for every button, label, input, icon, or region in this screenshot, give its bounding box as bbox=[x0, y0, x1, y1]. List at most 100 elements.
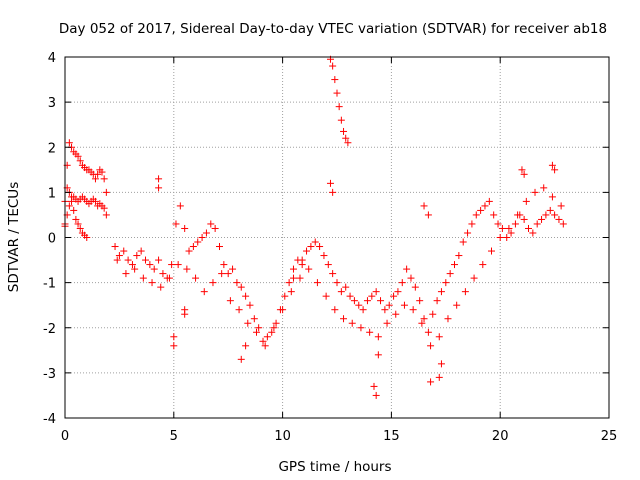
data-point bbox=[235, 306, 243, 314]
x-axis-label: GPS time / hours bbox=[278, 459, 391, 475]
data-point bbox=[242, 292, 250, 300]
data-point bbox=[329, 270, 337, 278]
data-point bbox=[176, 202, 184, 210]
data-point bbox=[242, 342, 250, 350]
data-point bbox=[215, 243, 223, 251]
data-point bbox=[237, 283, 245, 291]
data-point bbox=[326, 179, 334, 187]
data-point bbox=[374, 333, 382, 341]
data-point bbox=[261, 342, 269, 350]
data-point bbox=[74, 220, 82, 228]
data-point bbox=[139, 274, 147, 282]
data-point bbox=[124, 256, 132, 264]
data-point bbox=[133, 252, 141, 260]
data-point bbox=[453, 301, 461, 309]
data-point bbox=[91, 175, 99, 183]
data-point bbox=[370, 382, 378, 390]
data-point bbox=[279, 306, 287, 314]
data-point bbox=[427, 342, 435, 350]
data-point bbox=[83, 234, 91, 241]
series-spike-near-12h bbox=[326, 55, 352, 147]
data-point bbox=[320, 252, 328, 260]
data-point bbox=[65, 139, 73, 147]
data-point bbox=[100, 175, 108, 183]
x-tick-label: 15 bbox=[383, 429, 400, 444]
data-point bbox=[226, 297, 234, 305]
data-point bbox=[137, 247, 145, 255]
data-point bbox=[359, 306, 367, 314]
data-point bbox=[344, 139, 352, 147]
data-point bbox=[435, 333, 443, 341]
data-point bbox=[357, 324, 365, 332]
data-point bbox=[168, 261, 176, 269]
y-tick-label: -2 bbox=[43, 322, 56, 337]
data-point bbox=[120, 247, 128, 255]
data-points bbox=[61, 55, 567, 399]
data-point bbox=[368, 292, 376, 300]
data-point bbox=[72, 215, 80, 223]
data-point bbox=[392, 310, 400, 318]
data-point bbox=[74, 152, 82, 160]
data-point bbox=[170, 342, 178, 350]
data-point bbox=[150, 265, 158, 273]
data-point bbox=[333, 279, 341, 287]
data-point bbox=[416, 297, 424, 305]
x-tick-label: 0 bbox=[61, 429, 69, 444]
data-point bbox=[348, 319, 356, 327]
data-point bbox=[263, 333, 271, 341]
data-point bbox=[211, 224, 219, 232]
data-point bbox=[337, 288, 345, 296]
data-point bbox=[470, 274, 478, 282]
data-point bbox=[490, 211, 498, 219]
data-point bbox=[377, 297, 385, 305]
data-point bbox=[289, 265, 297, 273]
data-point bbox=[111, 243, 119, 251]
data-point bbox=[372, 288, 380, 296]
data-point bbox=[381, 306, 389, 314]
data-point bbox=[346, 292, 354, 300]
data-point bbox=[131, 265, 139, 273]
data-point bbox=[76, 157, 84, 165]
x-tick-label: 5 bbox=[170, 429, 178, 444]
data-point bbox=[520, 215, 528, 223]
data-point bbox=[246, 301, 254, 309]
data-point bbox=[289, 274, 297, 282]
series-scattered-points bbox=[155, 161, 559, 399]
data-point bbox=[546, 206, 554, 214]
y-tick-label: -4 bbox=[43, 412, 56, 427]
data-point bbox=[229, 265, 237, 273]
data-point bbox=[322, 292, 330, 300]
chart-title: Day 052 of 2017, Sidereal Day-to-day VTE… bbox=[59, 21, 607, 37]
data-point bbox=[446, 270, 454, 278]
data-point bbox=[159, 270, 167, 278]
data-point bbox=[76, 224, 84, 232]
data-point bbox=[224, 270, 232, 278]
data-point bbox=[435, 373, 443, 381]
data-point bbox=[444, 315, 452, 323]
data-point bbox=[220, 261, 228, 269]
data-point bbox=[350, 297, 358, 305]
data-point bbox=[307, 243, 315, 251]
data-point bbox=[233, 279, 241, 287]
data-point bbox=[374, 351, 382, 359]
data-point bbox=[313, 279, 321, 287]
data-point bbox=[91, 197, 99, 205]
data-point bbox=[385, 301, 393, 309]
data-point bbox=[420, 315, 428, 323]
data-point bbox=[148, 279, 156, 287]
data-point bbox=[522, 197, 530, 205]
data-point bbox=[394, 288, 402, 296]
data-point bbox=[113, 256, 121, 264]
data-point bbox=[409, 306, 417, 314]
y-tick-label: 1 bbox=[48, 186, 56, 201]
data-point bbox=[383, 319, 391, 327]
data-point bbox=[424, 328, 432, 336]
data-point bbox=[181, 224, 189, 232]
data-point bbox=[342, 134, 350, 142]
data-point bbox=[324, 261, 332, 269]
data-point bbox=[429, 310, 437, 318]
data-point bbox=[100, 204, 108, 212]
data-point bbox=[340, 127, 348, 135]
data-point bbox=[244, 319, 252, 327]
